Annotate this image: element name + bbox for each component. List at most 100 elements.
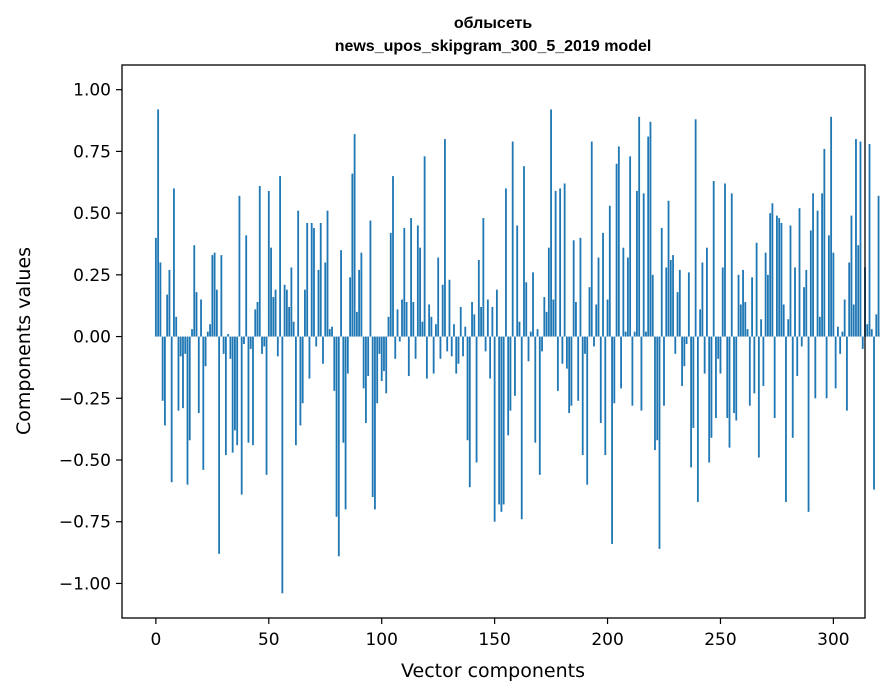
bar-161	[518, 321, 521, 337]
bar-171	[541, 336, 543, 352]
bar-2	[159, 262, 162, 337]
bar-86	[349, 277, 351, 337]
bar-98	[376, 336, 379, 404]
bar-149	[491, 306, 494, 337]
bar-58	[285, 289, 288, 337]
bar-107	[396, 309, 399, 337]
bar-71	[315, 336, 318, 347]
bar-12	[182, 336, 184, 409]
bar-44	[254, 309, 257, 337]
bar-300	[832, 252, 835, 337]
bar-127	[441, 284, 444, 337]
bar-0	[154, 237, 157, 337]
bar-257	[735, 336, 738, 421]
bar-181	[563, 183, 566, 337]
bar-95	[369, 220, 372, 337]
bar-201	[608, 205, 611, 337]
bar-24	[209, 324, 211, 337]
y-tick-label: −0.75	[59, 513, 111, 533]
bar-297	[825, 336, 828, 399]
bar-205	[617, 146, 620, 337]
bar-319	[875, 314, 878, 337]
bar-118	[421, 321, 424, 337]
bar-222	[656, 336, 659, 441]
bar-59	[288, 306, 291, 337]
bar-198	[602, 232, 604, 337]
bar-96	[371, 336, 374, 498]
bar-106	[394, 336, 397, 359]
bar-251	[721, 267, 724, 337]
bar-148	[489, 336, 492, 379]
bar-63	[297, 210, 300, 337]
bar-6	[168, 269, 171, 337]
bar-138	[466, 336, 469, 441]
bar-115	[414, 336, 417, 359]
bar-221	[654, 336, 656, 451]
bar-175	[550, 109, 552, 337]
bar-42	[249, 336, 252, 349]
bar-85	[346, 336, 349, 374]
x-tick-label: 300	[817, 630, 849, 650]
bar-191	[586, 336, 589, 485]
bar-89	[355, 311, 358, 337]
bar-269	[762, 336, 765, 386]
bar-84	[344, 336, 347, 510]
bar-264	[751, 277, 753, 337]
bar-21	[202, 336, 205, 470]
bar-113	[410, 218, 412, 337]
bar-157	[509, 336, 512, 411]
bar-120	[425, 336, 428, 379]
bar-37	[238, 195, 241, 337]
bar-315	[866, 324, 869, 337]
bar-104	[389, 232, 392, 337]
bar-162	[520, 336, 523, 520]
bar-46	[258, 185, 261, 337]
bar-29	[220, 255, 223, 337]
bar-224	[660, 227, 663, 337]
bar-132	[453, 324, 455, 337]
bar-53	[274, 289, 277, 337]
bar-275	[776, 215, 778, 337]
bar-33	[229, 336, 232, 359]
bar-54	[276, 336, 279, 357]
bar-93	[365, 336, 367, 423]
bar-245	[708, 336, 711, 463]
bar-145	[482, 218, 485, 337]
bar-92	[362, 336, 365, 389]
bar-73	[319, 223, 322, 337]
bar-309	[852, 304, 855, 337]
bar-258	[737, 274, 740, 337]
bar-272	[769, 213, 772, 337]
bar-285	[798, 208, 801, 337]
bar-246	[710, 336, 713, 438]
bar-126	[439, 336, 442, 359]
bar-287	[803, 287, 805, 337]
bar-268	[760, 319, 763, 337]
bar-202	[611, 336, 613, 544]
bar-296	[823, 148, 826, 337]
bar-254	[728, 336, 731, 448]
y-tick-label: 0.00	[73, 328, 111, 348]
bar-154	[502, 336, 505, 505]
bar-91	[360, 252, 363, 337]
bar-77	[328, 329, 331, 337]
bar-291	[812, 193, 814, 337]
bar-307	[848, 262, 851, 337]
bar-31	[224, 336, 227, 456]
bar-56	[281, 336, 284, 594]
bar-69	[310, 223, 313, 337]
bar-103	[387, 316, 390, 337]
bar-129	[446, 336, 449, 352]
bar-279	[785, 336, 787, 502]
bar-102	[385, 336, 388, 394]
bar-163	[523, 166, 525, 337]
bar-97	[374, 336, 376, 510]
bar-110	[403, 227, 406, 337]
bar-197	[599, 336, 602, 423]
bar-30	[222, 336, 225, 354]
bar-8	[173, 188, 175, 337]
bar-36	[236, 336, 239, 446]
bar-38	[240, 336, 243, 495]
bar-260	[742, 269, 744, 337]
bar-94	[367, 336, 370, 377]
